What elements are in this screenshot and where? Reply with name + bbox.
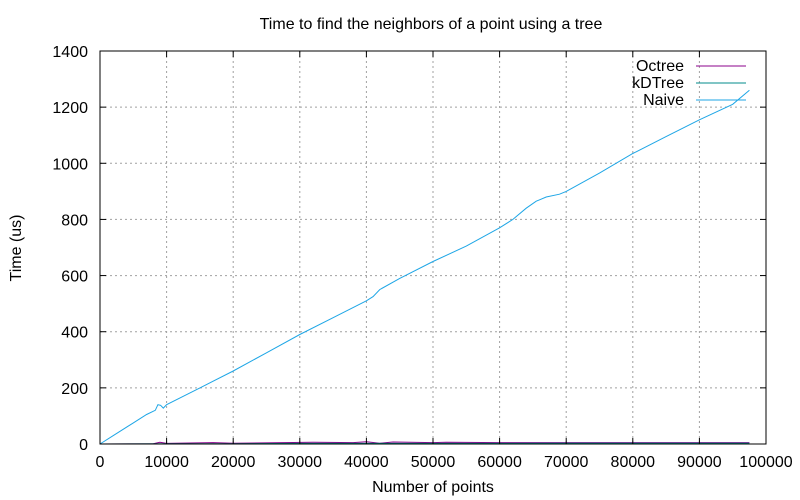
legend-label-octree: Octree [636, 58, 684, 75]
y-tick-label: 600 [61, 269, 88, 286]
y-tick-label: 1400 [52, 44, 88, 61]
y-tick-label: 1000 [52, 156, 88, 173]
x-tick-label: 40000 [344, 454, 389, 471]
x-tick-label: 90000 [677, 454, 722, 471]
x-tick-label: 0 [96, 454, 105, 471]
x-tick-label: 70000 [544, 454, 589, 471]
x-axis-label: Number of points [372, 479, 494, 496]
x-tick-label: 50000 [411, 454, 456, 471]
y-tick-label: 400 [61, 325, 88, 342]
x-tick-label: 10000 [144, 454, 189, 471]
y-tick-label: 800 [61, 212, 88, 229]
legend-label-kdtree: kDTree [632, 75, 684, 92]
y-axis-label: Time (us) [8, 215, 25, 282]
y-tick-label: 200 [61, 381, 88, 398]
chart-title: Time to find the neighbors of a point us… [260, 16, 603, 33]
series-line-naive [99, 89, 750, 445]
grid [100, 51, 766, 444]
y-tick-label: 1200 [52, 100, 88, 117]
legend-label-naive: Naive [643, 92, 684, 109]
x-tick-label: 20000 [211, 454, 256, 471]
x-tick-label: 60000 [477, 454, 522, 471]
y-tick-label: 0 [79, 437, 88, 454]
x-tick-label: 80000 [611, 454, 656, 471]
x-tick-label: 30000 [278, 454, 323, 471]
axis-ticks: 0 10000 20000 30000 40000 50000 60000 70000 8000… [52, 44, 792, 471]
series-lines [99, 89, 750, 445]
x-tick-label: 100000 [739, 454, 792, 471]
